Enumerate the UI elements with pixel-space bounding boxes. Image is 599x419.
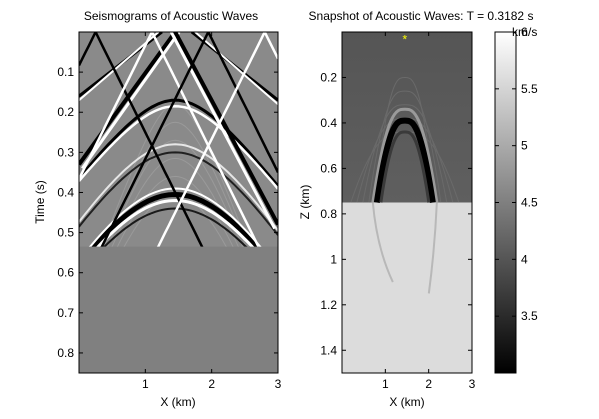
snapshot-y-tick-label: 1.4 bbox=[320, 343, 337, 357]
seismogram-faint-event bbox=[116, 175, 234, 247]
colorbar-unit-label: km/s bbox=[512, 25, 537, 39]
snapshot-wavefield bbox=[350, 76, 460, 294]
snapshot-wavefront-halo bbox=[371, 107, 439, 203]
snapshot-upper-layer bbox=[342, 32, 472, 203]
snapshot-y-tick-label: 1 bbox=[330, 252, 337, 266]
seismogram-ylabel: Time (s) bbox=[33, 180, 47, 224]
snapshot-ylabel: Z (km) bbox=[298, 185, 312, 220]
seismogram-x-tick-label: 3 bbox=[275, 377, 282, 391]
seismogram-y-ticks: 0.1 0.2 0.3 0.4 0.5 0.6 0.7 0.8 bbox=[57, 65, 278, 360]
seismogram-y-tick-label: 0.6 bbox=[57, 266, 74, 280]
seismogram-top-arch bbox=[79, 32, 204, 247]
snapshot-lower-layer bbox=[342, 202, 472, 373]
snapshot-title: Snapshot of Acoustic Waves: T = 0.3182 s bbox=[309, 9, 534, 23]
seismogram-direct-right-light bbox=[169, 32, 277, 230]
seismogram-chart: Seismograms of Acoustic Waves 1 2 3 0.1 0.2… bbox=[33, 9, 282, 409]
snapshot-x-tick-label: 1 bbox=[382, 377, 389, 391]
colorbar-tick-label: 5 bbox=[521, 139, 528, 153]
seismogram-upper-event-light bbox=[79, 104, 278, 190]
seismogram-top-arch bbox=[79, 32, 260, 247]
snapshot-y-tick-label: 0.8 bbox=[320, 207, 337, 221]
seismogram-reflection-light-2 bbox=[88, 187, 262, 247]
snapshot-wavefront-dark bbox=[373, 117, 436, 203]
snapshot-y-tick-label: 0.2 bbox=[320, 70, 337, 84]
snapshot-wavefront-trail bbox=[379, 130, 431, 203]
seismogram-y-tick-label: 0.1 bbox=[57, 65, 74, 79]
snapshot-transmitted-left bbox=[371, 202, 394, 283]
snapshot-x-tick-label: 3 bbox=[469, 377, 476, 391]
colorbar-tick-label: 4.5 bbox=[521, 196, 538, 210]
seismogram-y-tick-label: 0.7 bbox=[57, 306, 74, 320]
seismogram-y-tick-label: 0.3 bbox=[57, 145, 74, 159]
seismogram-y-tick-label: 0.8 bbox=[57, 346, 74, 360]
snapshot-transmitted-right bbox=[427, 202, 438, 294]
seismogram-x-tick-label: 1 bbox=[142, 377, 149, 391]
seismogram-mid-event bbox=[79, 143, 278, 232]
seismogram-top-arch bbox=[156, 32, 278, 247]
seismogram-shallow-right-light bbox=[194, 32, 278, 105]
snapshot-x-tick-label: 2 bbox=[425, 377, 432, 391]
seismogram-xlabel: X (km) bbox=[160, 395, 195, 409]
snapshot-axes-frame bbox=[341, 31, 473, 374]
seismogram-x-tick-label: 2 bbox=[208, 377, 215, 391]
colorbar: 3.5 4 4.5 5 5.5 6 km/s bbox=[494, 25, 538, 374]
seismogram-image bbox=[79, 32, 278, 373]
colorbar-ticks: 3.5 4 4.5 5 5.5 6 bbox=[495, 25, 538, 323]
seismogram-x-ticks: 1 2 3 bbox=[142, 32, 282, 391]
seismogram-axes-frame bbox=[78, 31, 279, 374]
snapshot-chart: Snapshot of Acoustic Waves: T = 0.3182 s… bbox=[298, 9, 533, 409]
snapshot-x-ticks: 1 2 3 bbox=[382, 32, 476, 391]
seismogram-upper-event-dark bbox=[79, 98, 278, 188]
snapshot-faint-ripple bbox=[368, 90, 442, 203]
seismogram-y-tick-label: 0.5 bbox=[57, 226, 74, 240]
source-marker: * bbox=[402, 32, 407, 46]
seismogram-title: Seismograms of Acoustic Waves bbox=[84, 9, 258, 23]
seismogram-top-arch bbox=[100, 32, 278, 247]
seismogram-arrivals bbox=[79, 32, 278, 247]
snapshot-y-tick-label: 1.2 bbox=[320, 298, 337, 312]
seismogram-y-tick-label: 0.4 bbox=[57, 185, 74, 199]
seismogram-faint-event bbox=[107, 139, 244, 247]
colorbar-tick-label: 6 bbox=[521, 25, 528, 39]
seismogram-y-tick-label: 0.2 bbox=[57, 105, 74, 119]
seismogram-wavefronts bbox=[79, 32, 278, 247]
seismogram-mid-event-dark bbox=[79, 151, 278, 236]
colorbar-tick-label: 5.5 bbox=[521, 82, 538, 96]
snapshot-image bbox=[342, 32, 472, 373]
snapshot-y-tick-label: 0.6 bbox=[320, 161, 337, 175]
seismogram-faint-event bbox=[111, 157, 239, 247]
colorbar-tick-label: 3.5 bbox=[521, 309, 538, 323]
snapshot-xlabel: X (km) bbox=[389, 395, 424, 409]
snapshot-y-ticks: 0.2 0.4 0.6 0.8 1 1.2 1.4 bbox=[320, 70, 472, 357]
snapshot-y-tick-label: 0.4 bbox=[320, 116, 337, 130]
colorbar-tick-label: 4 bbox=[521, 252, 528, 266]
